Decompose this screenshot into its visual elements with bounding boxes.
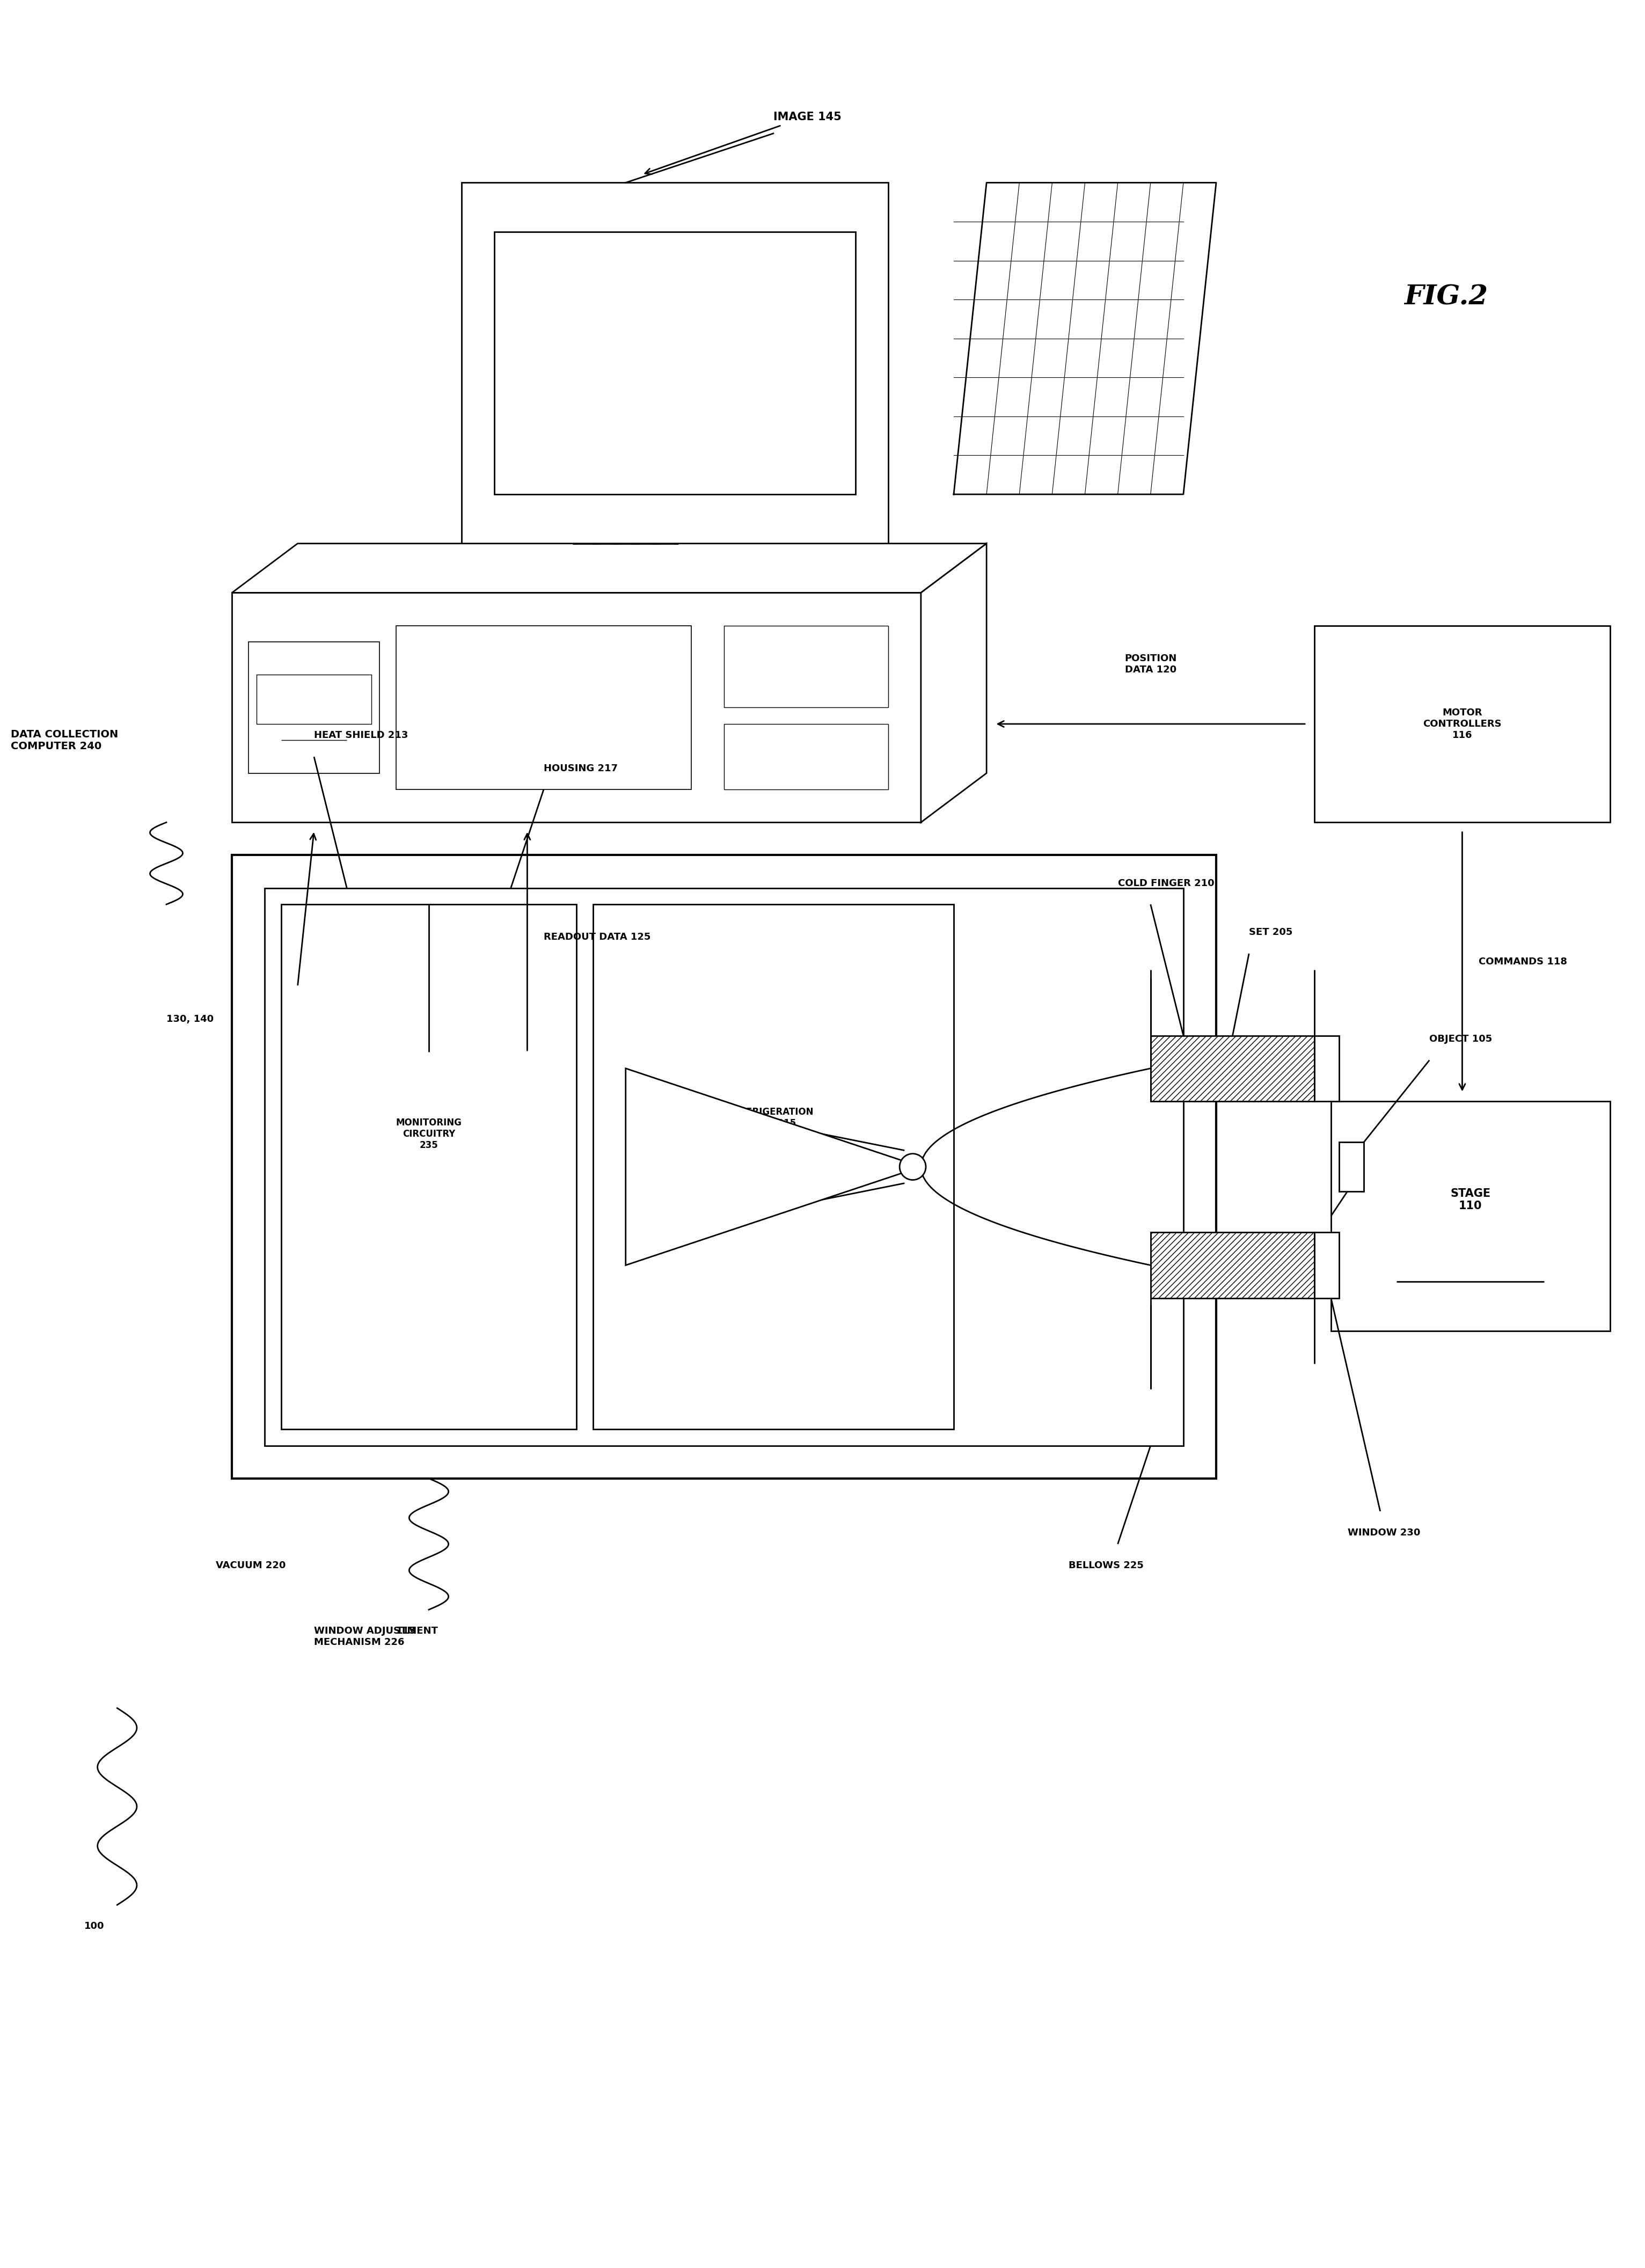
Bar: [248, 642, 380, 773]
Text: WINDOW 230: WINDOW 230: [1347, 1529, 1420, 1538]
Bar: [281, 905, 576, 1429]
Text: MOTOR
CONTROLLERS
116: MOTOR CONTROLLERS 116: [1423, 708, 1502, 739]
Bar: [462, 184, 888, 544]
Polygon shape: [921, 544, 987, 823]
Bar: [495, 231, 855, 494]
Text: HEAT SHIELD 213: HEAT SHIELD 213: [314, 730, 408, 739]
Bar: [396, 626, 691, 789]
Bar: [265, 889, 1183, 1445]
Bar: [257, 676, 372, 723]
Bar: [1331, 1102, 1610, 1331]
Bar: [232, 592, 921, 823]
Text: WINDOW ADJUSTMENT
MECHANISM 226: WINDOW ADJUSTMENT MECHANISM 226: [314, 1626, 438, 1647]
Text: POSITION
DATA 120: POSITION DATA 120: [1125, 653, 1176, 676]
Text: HOUSING 217: HOUSING 217: [543, 764, 619, 773]
Polygon shape: [232, 544, 987, 592]
Text: OBJECT 105: OBJECT 105: [1430, 1034, 1492, 1043]
Text: SET 205: SET 205: [1249, 928, 1293, 937]
Text: STAGE
110: STAGE 110: [1451, 1188, 1490, 1211]
Text: 100: 100: [84, 1921, 105, 1930]
Circle shape: [900, 1154, 926, 1179]
Bar: [232, 855, 1216, 1479]
Bar: [724, 723, 888, 789]
Bar: [1339, 1143, 1364, 1191]
Text: VACUUM 220: VACUUM 220: [215, 1560, 286, 1569]
Text: REFRIGERATION
UNIT 215: REFRIGERATION UNIT 215: [734, 1107, 813, 1127]
Bar: [592, 905, 954, 1429]
Text: FIG.2: FIG.2: [1403, 284, 1487, 311]
Text: 130, 140: 130, 140: [166, 1014, 214, 1025]
Text: 115: 115: [396, 1626, 416, 1635]
Text: COMMANDS 118: COMMANDS 118: [1479, 957, 1568, 966]
Text: DATA COLLECTION
COMPUTER 240: DATA COLLECTION COMPUTER 240: [10, 730, 118, 751]
Bar: [1150, 1232, 1314, 1297]
Bar: [1314, 1232, 1339, 1297]
Text: READOUT DATA 125: READOUT DATA 125: [543, 932, 651, 941]
Bar: [1150, 1036, 1314, 1102]
Bar: [1314, 626, 1610, 823]
Polygon shape: [625, 1068, 921, 1266]
Text: IMAGE 145: IMAGE 145: [773, 111, 841, 122]
Text: COLD FINGER 210: COLD FINGER 210: [1117, 878, 1214, 889]
Bar: [724, 626, 888, 708]
Text: BELLOWS 225: BELLOWS 225: [1069, 1560, 1143, 1569]
Text: MONITORING
CIRCUITRY
235: MONITORING CIRCUITRY 235: [396, 1118, 462, 1150]
Bar: [1314, 1036, 1339, 1102]
